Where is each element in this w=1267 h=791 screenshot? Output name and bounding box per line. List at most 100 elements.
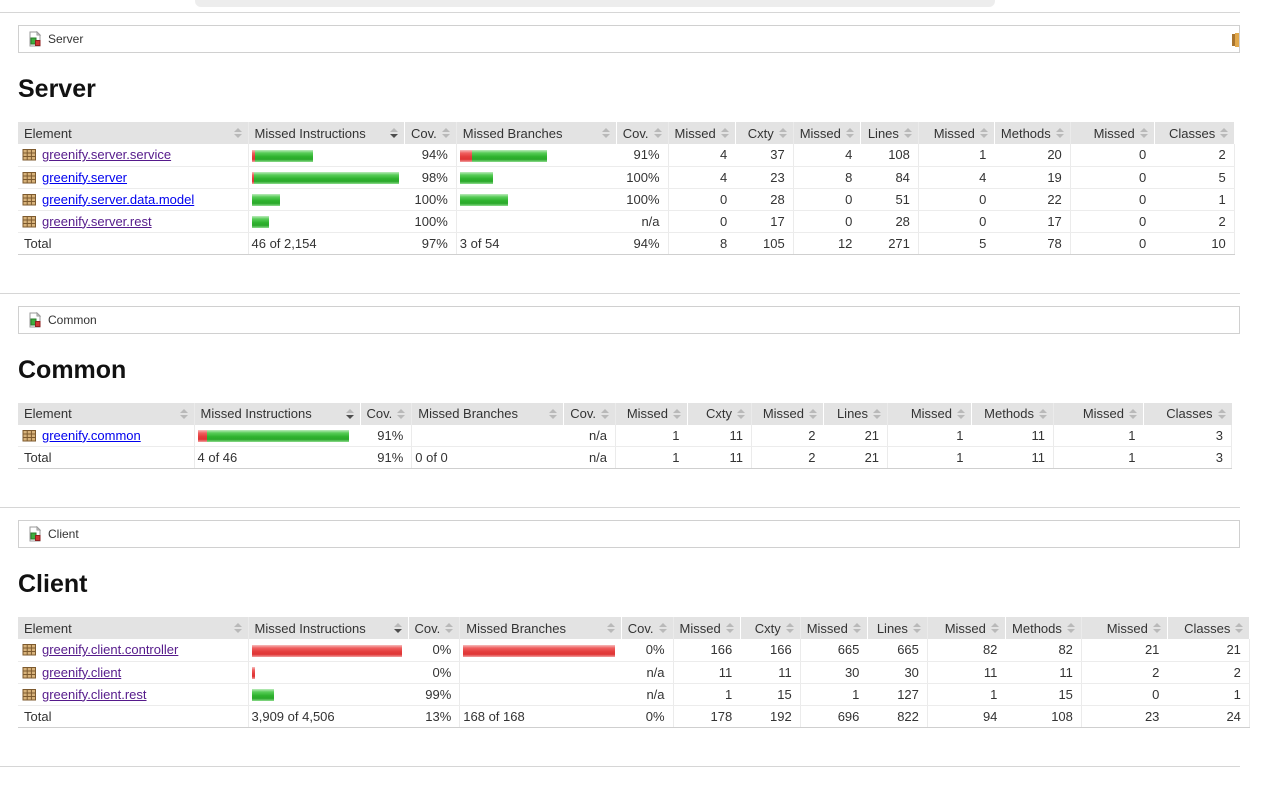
sort-icon[interactable] <box>778 128 787 138</box>
sort-icon[interactable] <box>179 408 188 419</box>
package-link[interactable]: greenify.client.rest <box>42 686 147 702</box>
sort-icon[interactable] <box>397 408 406 419</box>
column-header-7-missed[interactable]: Missed <box>751 402 824 425</box>
column-header-3-missed-branches[interactable]: Missed Branches <box>411 402 564 425</box>
column-header-5-missed[interactable]: Missed <box>672 617 741 639</box>
header-label: Missed Branches <box>418 406 518 421</box>
column-header-9-missed[interactable]: Missed <box>917 122 995 144</box>
column-header-6-cxty[interactable]: Cxty <box>734 122 794 144</box>
total-label-cell: Total <box>18 231 248 255</box>
column-header-11-missed[interactable]: Missed <box>1053 402 1144 425</box>
column-header-3-missed-branches[interactable]: Missed Branches <box>455 122 617 144</box>
sort-icon[interactable] <box>441 128 450 138</box>
sort-icon[interactable] <box>1139 128 1148 138</box>
sort-icon[interactable] <box>903 128 912 138</box>
total-missed-cxty-cell: 178 <box>672 704 741 728</box>
column-header-0-element[interactable]: Element <box>18 617 248 639</box>
sort-icon[interactable] <box>1129 408 1138 419</box>
missed-cxty-cell: 4 <box>667 166 736 189</box>
sort-icon[interactable] <box>1066 623 1075 633</box>
column-header-9-missed[interactable]: Missed <box>887 402 972 425</box>
total-missed-classes-cell: 0 <box>1069 231 1155 255</box>
sort-icon[interactable] <box>809 408 818 419</box>
column-header-1-missed-instructions[interactable]: Missed Instructions <box>247 617 408 639</box>
sort-icon[interactable] <box>1235 623 1244 633</box>
sort-icon[interactable] <box>852 623 861 633</box>
package-link[interactable]: greenify.server.data.model <box>42 191 195 207</box>
column-header-0-element[interactable]: Element <box>18 402 194 425</box>
sort-icon[interactable] <box>957 408 966 419</box>
sort-icon[interactable] <box>1152 623 1161 633</box>
total-branches-coverage-cell: 94% <box>616 231 669 255</box>
sort-icon[interactable] <box>845 128 854 138</box>
top-scrollbar-sliver[interactable] <box>195 0 995 7</box>
column-header-0-element[interactable]: Element <box>18 122 248 144</box>
column-header-8-lines[interactable]: Lines <box>859 122 919 144</box>
sessions-icon[interactable] <box>1232 33 1239 47</box>
total-instructions-coverage-cell: 97% <box>404 231 457 255</box>
missed-cxty-cell: 0 <box>667 188 736 211</box>
package-link[interactable]: greenify.client <box>42 664 122 680</box>
column-header-4-cov[interactable]: Cov. <box>563 402 616 425</box>
column-header-12-classes[interactable]: Classes <box>1166 617 1250 639</box>
sort-icon[interactable] <box>737 408 746 419</box>
sort-icon[interactable] <box>345 408 354 419</box>
column-header-10-methods[interactable]: Methods <box>993 122 1071 144</box>
column-header-1-missed-instructions[interactable]: Missed Instructions <box>193 402 360 425</box>
column-header-5-missed[interactable]: Missed <box>615 402 688 425</box>
sort-icon[interactable] <box>990 623 999 633</box>
column-header-10-methods[interactable]: Methods <box>971 402 1054 425</box>
column-header-6-cxty[interactable]: Cxty <box>739 617 801 639</box>
sort-icon[interactable] <box>1220 128 1229 138</box>
column-header-2-cov[interactable]: Cov. <box>359 402 412 425</box>
sort-icon[interactable] <box>720 128 729 138</box>
package-link[interactable]: greenify.server.rest <box>42 213 152 229</box>
sort-icon[interactable] <box>233 128 242 138</box>
sort-icon[interactable] <box>725 623 734 633</box>
column-header-2-cov[interactable]: Cov. <box>407 617 460 639</box>
column-header-9-missed[interactable]: Missed <box>926 617 1006 639</box>
sort-icon[interactable] <box>1217 408 1226 419</box>
package-link[interactable]: greenify.server <box>42 169 128 185</box>
sort-icon[interactable] <box>658 623 667 633</box>
sort-icon[interactable] <box>873 408 882 419</box>
sort-icon[interactable] <box>606 623 615 633</box>
sort-icon[interactable] <box>390 128 398 138</box>
sort-icon[interactable] <box>601 128 610 138</box>
column-header-12-classes[interactable]: Classes <box>1143 402 1232 425</box>
sort-icon[interactable] <box>393 623 402 633</box>
sort-icon[interactable] <box>233 623 242 633</box>
sort-icon[interactable] <box>601 408 610 419</box>
coverage-section: Common Common Element Missed Instructions… <box>0 292 1267 469</box>
column-header-6-cxty[interactable]: Cxty <box>687 402 752 425</box>
sort-icon[interactable] <box>445 623 454 633</box>
sort-icon[interactable] <box>549 408 558 419</box>
column-header-12-classes[interactable]: Classes <box>1153 122 1235 144</box>
column-header-5-missed[interactable]: Missed <box>667 122 736 144</box>
package-link[interactable]: greenify.client.controller <box>42 642 179 658</box>
sort-icon[interactable] <box>653 128 662 138</box>
column-header-2-cov[interactable]: Cov. <box>404 122 457 144</box>
missed-methods-cell: 1 <box>887 424 972 447</box>
column-header-4-cov[interactable]: Cov. <box>615 122 669 144</box>
column-header-8-lines[interactable]: Lines <box>823 402 888 425</box>
column-header-7-missed[interactable]: Missed <box>792 122 861 144</box>
column-header-3-missed-branches[interactable]: Missed Branches <box>459 617 622 639</box>
sort-icon[interactable] <box>673 408 682 419</box>
package-link[interactable]: greenify.common <box>42 427 141 443</box>
column-header-11-missed[interactable]: Missed <box>1069 122 1155 144</box>
classes-cell: 21 <box>1167 639 1250 662</box>
sort-icon[interactable] <box>1039 408 1048 419</box>
sort-icon[interactable] <box>912 623 921 633</box>
column-header-7-missed[interactable]: Missed <box>799 617 868 639</box>
package-link[interactable]: greenify.server.service <box>42 147 172 163</box>
sort-icon[interactable] <box>1055 128 1064 138</box>
sort-icon[interactable] <box>979 128 988 138</box>
column-header-1-missed-instructions[interactable]: Missed Instructions <box>247 122 405 144</box>
column-header-11-missed[interactable]: Missed <box>1080 617 1168 639</box>
column-header-4-cov[interactable]: Cov. <box>620 617 674 639</box>
sort-icon[interactable] <box>785 623 794 633</box>
element-cell: greenify.server <box>18 166 248 189</box>
column-header-10-methods[interactable]: Methods <box>1004 617 1082 639</box>
column-header-8-lines[interactable]: Lines <box>866 617 928 639</box>
